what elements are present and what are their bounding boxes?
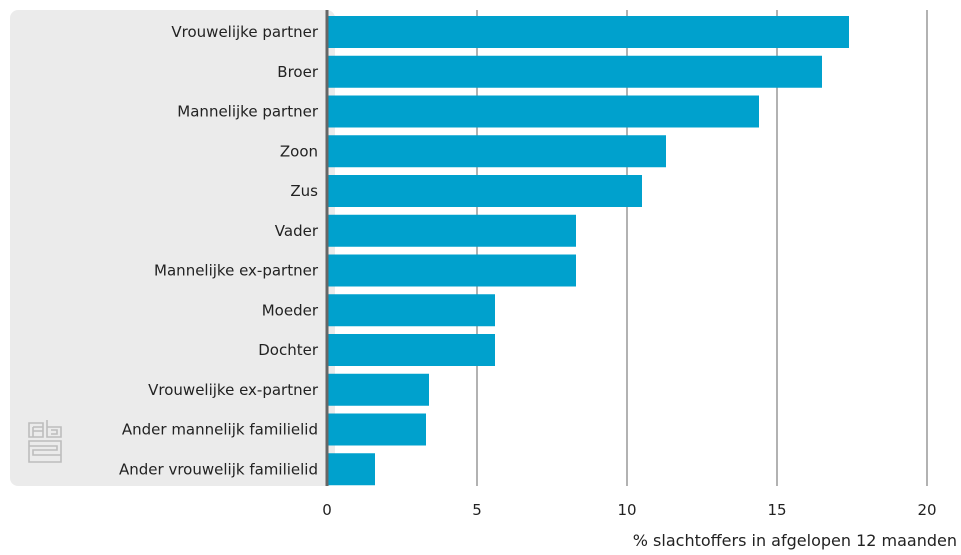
category-label: Ander mannelijk familielid [122, 421, 318, 439]
bars [327, 16, 849, 486]
x-tick-label: 10 [617, 501, 636, 519]
category-label: Moeder [262, 301, 319, 319]
category-label-panel [10, 10, 335, 486]
x-axis-title: % slachtoffers in afgelopen 12 maanden [633, 531, 957, 550]
bar [327, 294, 495, 327]
category-label: Vrouwelijke partner [171, 23, 318, 41]
bar [327, 175, 642, 207]
category-label: Broer [277, 63, 319, 81]
category-label: Vrouwelijke ex-partner [148, 381, 319, 399]
bar [327, 214, 576, 247]
bar [327, 55, 822, 88]
category-label: Zoon [280, 142, 318, 160]
category-label: Ander vrouwelijk familielid [119, 460, 318, 478]
bar [327, 373, 429, 406]
category-label: Mannelijke ex-partner [154, 262, 319, 280]
bar [327, 16, 849, 48]
category-labels: Vrouwelijke partner Broer Mannelijke partn… [119, 23, 319, 478]
bar [327, 413, 426, 446]
cbs-logo-icon [28, 420, 62, 463]
x-tick-label: 15 [767, 501, 786, 519]
bar [327, 453, 375, 486]
gridlines [476, 10, 928, 486]
category-label: Mannelijke partner [177, 103, 319, 121]
bar [327, 254, 576, 287]
x-tick-label: 20 [917, 501, 936, 519]
bar [327, 95, 759, 128]
x-tick-labels: 0 5 10 15 20 [322, 501, 936, 519]
category-label: Dochter [258, 341, 319, 359]
category-label: Zus [290, 182, 318, 200]
bar [327, 334, 495, 366]
bar [327, 135, 666, 168]
x-tick-label: 0 [322, 501, 332, 519]
category-label: Vader [275, 222, 319, 240]
x-tick-label: 5 [472, 501, 482, 519]
